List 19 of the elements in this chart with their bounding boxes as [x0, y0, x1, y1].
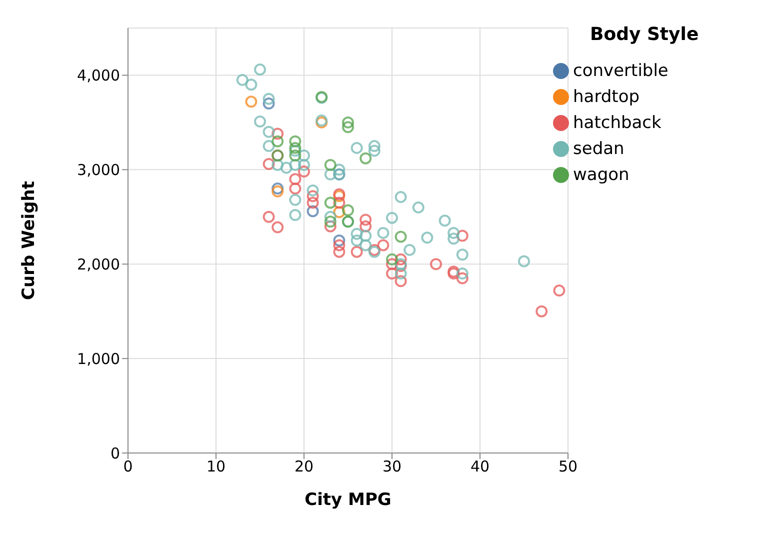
y-axis-title: Curb Weight	[19, 181, 40, 300]
y-tick-label: 0	[110, 444, 120, 462]
y-tick-label: 3,000	[77, 160, 120, 179]
x-tick-label: 20	[294, 458, 314, 476]
legend-label: hardtop	[573, 87, 640, 107]
x-axis-title: City MPG	[304, 490, 392, 510]
y-tick-label: 2,000	[77, 255, 120, 274]
y-tick-label: 1,000	[77, 350, 120, 368]
x-tick-label: 30	[382, 458, 402, 476]
legend-label: convertible	[573, 61, 668, 81]
x-tick-label: 50	[558, 458, 578, 476]
x-tick-label: 0	[123, 458, 133, 476]
y-tick-label: 4,000	[77, 66, 120, 85]
legend-label: wagon	[573, 165, 630, 185]
legend-label: hatchback	[573, 113, 662, 133]
legend-label: sedan	[573, 139, 624, 159]
x-tick-label: 40	[470, 458, 490, 476]
x-tick-label: 10	[206, 458, 226, 476]
legend-title: Body Style	[590, 24, 699, 45]
